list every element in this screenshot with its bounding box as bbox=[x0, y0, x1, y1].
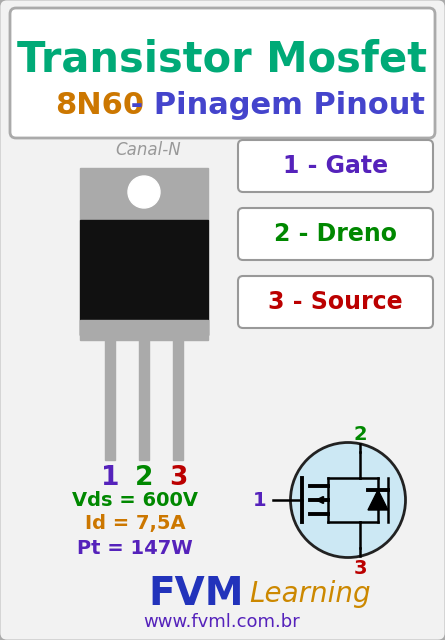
Bar bbox=[80, 320, 208, 340]
Text: www.fvml.com.br: www.fvml.com.br bbox=[144, 613, 300, 631]
Text: 2 - Dreno: 2 - Dreno bbox=[274, 222, 397, 246]
Text: Learning: Learning bbox=[249, 580, 371, 608]
FancyBboxPatch shape bbox=[238, 208, 433, 260]
Bar bbox=[80, 220, 208, 335]
Text: 8N60: 8N60 bbox=[56, 90, 145, 120]
Bar bbox=[139, 335, 149, 460]
Text: 1: 1 bbox=[101, 465, 119, 491]
Text: Transistor Mosfet: Transistor Mosfet bbox=[17, 39, 427, 81]
Circle shape bbox=[128, 176, 160, 208]
Text: 3: 3 bbox=[353, 559, 367, 577]
Polygon shape bbox=[368, 490, 388, 510]
Text: 2: 2 bbox=[353, 426, 367, 445]
Text: 3 - Source: 3 - Source bbox=[268, 290, 403, 314]
FancyBboxPatch shape bbox=[238, 276, 433, 328]
Text: Canal-N: Canal-N bbox=[115, 141, 181, 159]
Text: 3: 3 bbox=[169, 465, 187, 491]
Text: 1: 1 bbox=[253, 490, 267, 509]
FancyBboxPatch shape bbox=[238, 140, 433, 192]
Text: FVM: FVM bbox=[148, 575, 244, 613]
Text: Pt = 147W: Pt = 147W bbox=[77, 538, 193, 557]
Text: 2: 2 bbox=[135, 465, 153, 491]
Ellipse shape bbox=[291, 442, 405, 557]
FancyBboxPatch shape bbox=[10, 8, 435, 138]
Bar bbox=[80, 168, 208, 220]
Bar bbox=[173, 335, 183, 460]
Text: - Pinagem Pinout: - Pinagem Pinout bbox=[120, 90, 425, 120]
Text: Vds = 600V: Vds = 600V bbox=[72, 490, 198, 509]
Bar bbox=[105, 335, 115, 460]
Text: Id = 7,5A: Id = 7,5A bbox=[85, 515, 185, 534]
Text: 1 - Gate: 1 - Gate bbox=[283, 154, 388, 178]
